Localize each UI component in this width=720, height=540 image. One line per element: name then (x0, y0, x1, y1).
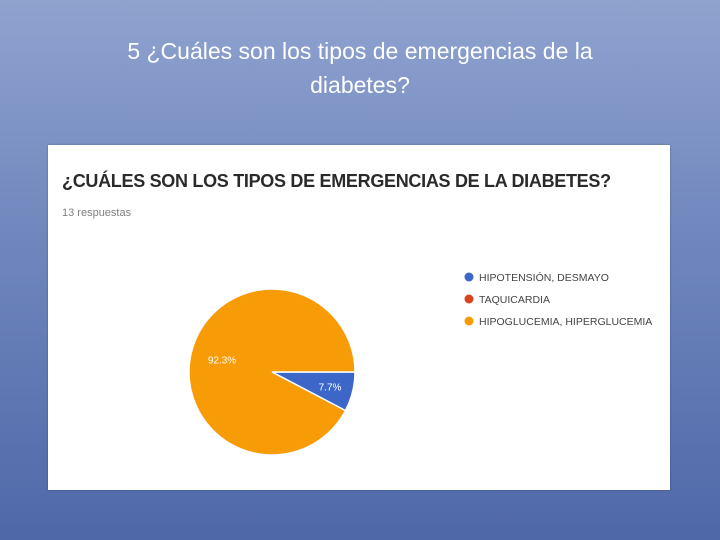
chart-subtitle: 13 respuestas (62, 207, 132, 219)
legend-label-0: HIPOTENSIÓN, DESMAYO (479, 271, 609, 284)
slide-title-line-1: 5 ¿Cuáles son los tipos de emergencias d… (127, 38, 593, 64)
pie-label-0: 7.7% (319, 382, 342, 393)
pie-slice-2 (188, 288, 356, 456)
pie-chart: ¿CUÁLES SON LOS TIPOS DE EMERGENCIAS DE … (62, 170, 652, 456)
slide-title: 5 ¿Cuáles son los tipos de emergencias d… (40, 34, 680, 102)
chart-legend: HIPOTENSIÓN, DESMAYO TAQUICARDIA HIPOGLUCE… (464, 271, 652, 328)
slide-title-line-2: diabetes? (310, 72, 410, 98)
legend-swatch-2 (464, 316, 474, 326)
legend-label-1: TAQUICARDIA (479, 294, 550, 306)
pie-labels: 7.7% 92.3% (208, 356, 342, 394)
legend-swatch-1 (464, 294, 474, 304)
chart-card: ¿CUÁLES SON LOS TIPOS DE EMERGENCIAS DE … (48, 145, 670, 490)
pie-slices (188, 288, 356, 456)
legend-label-2: HIPOGLUCEMIA, HIPERGLUCEMIA (479, 316, 652, 328)
pie-label-2: 92.3% (208, 356, 236, 367)
legend-swatch-0 (464, 272, 474, 282)
chart-title: ¿CUÁLES SON LOS TIPOS DE EMERGENCIAS DE … (62, 170, 611, 191)
